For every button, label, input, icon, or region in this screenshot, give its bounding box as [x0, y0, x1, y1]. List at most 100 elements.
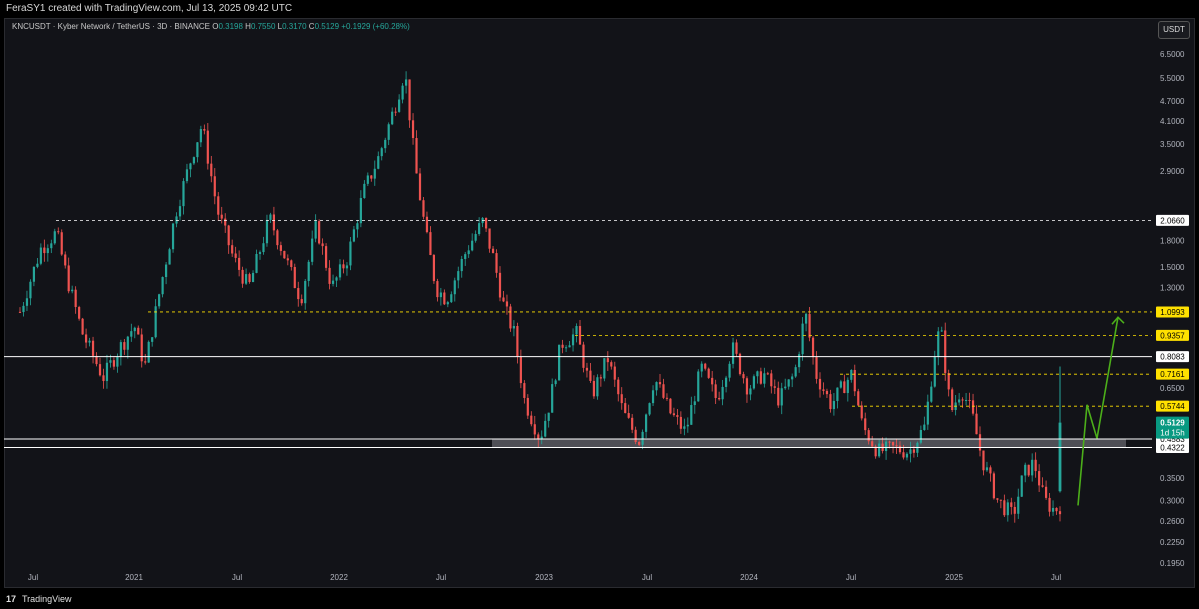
candle-body: [1041, 485, 1044, 487]
candle-body: [947, 372, 950, 390]
candle-body: [742, 374, 745, 379]
candle-body: [958, 399, 961, 403]
candle-body: [429, 232, 432, 256]
currency-button[interactable]: USDT: [1158, 21, 1190, 39]
candle-body: [665, 397, 669, 399]
candle-body: [478, 223, 481, 235]
candle-body: [937, 331, 940, 357]
candle-body: [130, 331, 133, 337]
candle-body: [342, 264, 345, 269]
candle-body: [297, 288, 300, 300]
candle-body: [258, 252, 262, 254]
support-zone: [492, 438, 1126, 448]
current-price-tag: [1156, 416, 1189, 439]
candle-body: [523, 383, 526, 398]
candle-body: [206, 130, 209, 164]
candle-body: [387, 124, 390, 140]
candle-body: [112, 360, 116, 367]
candle-body: [989, 467, 992, 474]
candle-body: [846, 379, 849, 394]
candle-body: [798, 354, 801, 368]
candle-body: [933, 356, 936, 387]
candle-body: [71, 289, 74, 292]
candle-body: [248, 274, 251, 283]
candle-body: [509, 306, 512, 329]
candle-body: [126, 336, 129, 350]
price-level-tag: [1156, 368, 1189, 380]
candle-body: [307, 261, 310, 281]
candle-body: [67, 265, 70, 292]
candle-body: [686, 424, 689, 427]
candle-body: [168, 249, 171, 265]
chart-frame: [4, 18, 1195, 588]
price-level-tag: [1156, 214, 1189, 226]
candle-body: [415, 138, 418, 174]
x-tick-label: Jul: [436, 573, 446, 582]
price-level-tag: [1156, 329, 1189, 341]
candle-body: [398, 99, 401, 112]
candle-body: [704, 363, 707, 369]
x-tick-label: Jul: [28, 573, 38, 582]
candle-body: [352, 229, 356, 242]
price-level-label: 0.7161: [1160, 370, 1185, 379]
y-tick-label: 0.3000: [1160, 496, 1185, 505]
projection-line: [1077, 317, 1119, 506]
candle-body: [98, 364, 102, 376]
candle-body: [324, 246, 328, 268]
candle-body: [944, 330, 947, 373]
candle-body: [185, 169, 189, 182]
candle-body: [1055, 507, 1058, 512]
candle-body: [533, 424, 536, 435]
candle-body: [512, 326, 516, 329]
x-tick-label: Jul: [1051, 573, 1061, 582]
candle-body: [39, 247, 42, 264]
x-tick-label: Jul: [642, 573, 652, 582]
candle-body: [766, 373, 769, 375]
candle-body: [304, 280, 307, 304]
candle-body: [443, 292, 446, 305]
candle-body: [502, 297, 505, 302]
price-level-tag: [1156, 351, 1189, 363]
candle-body: [189, 163, 192, 170]
candle-body: [558, 344, 561, 381]
candle-body: [804, 313, 808, 324]
candle-body: [891, 442, 895, 446]
candle-body: [453, 280, 456, 295]
candle-body: [860, 405, 863, 419]
candle-body: [516, 326, 519, 357]
candle-body: [199, 129, 202, 143]
x-tick-label: 2021: [125, 573, 143, 582]
candle-body: [74, 289, 77, 308]
candle-body: [690, 405, 693, 425]
candle-body: [853, 369, 856, 392]
candle-body: [850, 369, 853, 380]
candle-body: [731, 342, 735, 364]
candle-body: [137, 327, 140, 335]
candle-body: [95, 355, 98, 365]
candle-body: [585, 367, 589, 371]
price-level-label: 0.9357: [1160, 331, 1185, 340]
candle-body: [815, 357, 818, 379]
y-tick-label: 1.8000: [1160, 236, 1185, 245]
candle-body: [88, 340, 91, 343]
candle-body: [613, 366, 616, 380]
candle-body: [116, 356, 119, 367]
candle-body: [982, 450, 985, 471]
candle-body: [773, 386, 776, 388]
candle-body: [411, 120, 415, 139]
candle-body: [484, 217, 488, 229]
candle-body: [526, 397, 529, 416]
candle-body: [64, 254, 67, 266]
candle-body: [471, 240, 474, 251]
candle-body: [338, 264, 342, 278]
candle-body: [262, 243, 265, 253]
candle-body: [544, 420, 547, 437]
last-candle-body: [1058, 422, 1062, 492]
candle-body: [561, 344, 564, 348]
candle-body: [940, 330, 943, 332]
candle-body: [22, 305, 25, 313]
candle-body: [460, 258, 463, 272]
candle-body: [164, 264, 168, 278]
candle-body: [711, 377, 714, 385]
